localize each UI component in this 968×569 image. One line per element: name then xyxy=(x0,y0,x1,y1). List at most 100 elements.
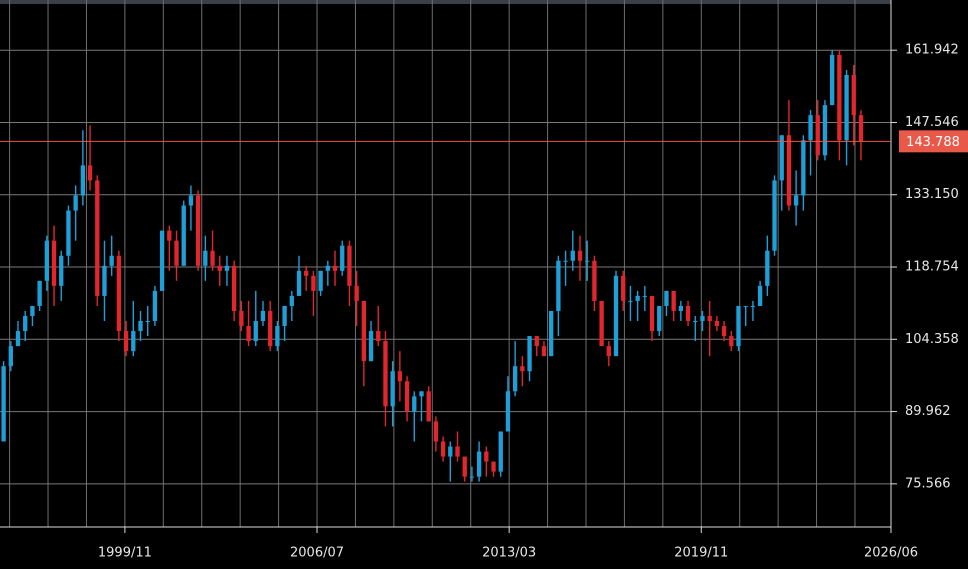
x-tick-label: 2019/11 xyxy=(674,546,728,561)
candle-body xyxy=(635,295,640,301)
candle-body xyxy=(15,331,21,347)
candle-body xyxy=(152,290,158,322)
candle-body xyxy=(527,336,532,372)
candle-body xyxy=(757,285,763,306)
candle-body xyxy=(354,285,359,301)
candle-body xyxy=(138,321,143,332)
y-tick-label: 75.566 xyxy=(905,476,951,491)
candle-body xyxy=(642,295,647,297)
candle-body xyxy=(66,210,71,256)
last-price-label: 143.788 xyxy=(906,135,960,150)
candle-body xyxy=(613,275,619,357)
candle-body xyxy=(87,165,93,181)
candle-body xyxy=(383,341,388,407)
candle-body xyxy=(440,441,446,457)
candle-body xyxy=(174,240,179,266)
candle-body xyxy=(1,366,6,442)
candle-body xyxy=(361,300,367,362)
candle-body xyxy=(304,270,309,276)
candle-body xyxy=(570,250,575,261)
candle-body xyxy=(520,366,525,372)
candle-body xyxy=(772,180,777,251)
top-bar xyxy=(0,0,891,4)
candle-body xyxy=(30,305,35,316)
candle-body xyxy=(368,331,374,362)
candle-body xyxy=(340,245,345,271)
candle-body xyxy=(412,396,417,412)
candle-body xyxy=(563,260,568,262)
candle-body xyxy=(534,336,539,347)
candle-body xyxy=(455,446,460,457)
y-tick-label: 147.546 xyxy=(905,115,959,130)
candle-body xyxy=(505,391,511,432)
candle-body xyxy=(102,265,107,296)
last-price-box xyxy=(899,130,968,153)
candle-body xyxy=(296,270,302,296)
candle-body xyxy=(181,205,186,266)
candle-body xyxy=(217,265,222,271)
candle-body xyxy=(714,321,720,327)
candle-body xyxy=(167,230,172,241)
candle-body xyxy=(664,290,669,306)
candle-body xyxy=(743,305,748,307)
x-tick-label: 2006/07 xyxy=(290,546,344,561)
candle-body xyxy=(693,321,698,323)
candle-body xyxy=(606,346,611,357)
candle-body xyxy=(224,265,230,271)
candle-body xyxy=(491,461,496,472)
candle-body xyxy=(628,300,633,302)
candle-body xyxy=(585,260,590,262)
candle-body xyxy=(649,295,655,332)
candle-body xyxy=(592,260,597,301)
candle-body xyxy=(829,54,835,106)
candle-body xyxy=(325,265,330,271)
candle-body xyxy=(793,195,799,206)
candle-body xyxy=(332,265,338,271)
candle-body xyxy=(541,346,547,357)
candle-body xyxy=(397,371,403,382)
candle-body xyxy=(116,255,122,332)
candle-body xyxy=(8,346,13,367)
candle-body xyxy=(750,305,756,307)
candle-body xyxy=(707,315,712,322)
candle-body xyxy=(188,195,194,206)
candle-body xyxy=(239,310,244,327)
y-tick-label: 118.754 xyxy=(905,260,959,275)
candle-body xyxy=(203,250,208,266)
candle-body xyxy=(721,326,727,337)
candle-body xyxy=(851,75,856,116)
candle-body xyxy=(549,310,554,357)
candle-body xyxy=(159,230,165,291)
candle-body xyxy=(376,331,381,342)
candle-body xyxy=(577,250,583,261)
candle-body xyxy=(462,456,467,477)
candle-body xyxy=(657,305,662,332)
candle-body xyxy=(815,115,820,156)
y-tick-label: 133.150 xyxy=(905,187,959,202)
candle-body xyxy=(311,275,316,291)
candle-body xyxy=(347,245,352,286)
candle-body xyxy=(59,255,64,286)
candle-body xyxy=(210,250,215,266)
candle-body xyxy=(822,105,828,156)
candle-body xyxy=(426,391,431,422)
candle-body xyxy=(231,265,237,311)
candle-body xyxy=(599,300,604,347)
candle-body xyxy=(786,135,792,206)
candle-body xyxy=(404,381,410,412)
candle-body xyxy=(282,305,287,327)
candle-body xyxy=(44,240,49,281)
candle-body xyxy=(109,255,114,266)
x-tick-label: 1999/11 xyxy=(98,546,152,561)
candle-body xyxy=(145,321,150,323)
candle-body xyxy=(685,305,691,322)
candle-body xyxy=(51,240,57,286)
candle-body xyxy=(808,115,813,141)
candle-body xyxy=(729,336,734,347)
candle-body xyxy=(80,165,86,196)
candle-body xyxy=(484,451,489,462)
candle-body xyxy=(275,326,280,347)
candle-body xyxy=(253,321,258,342)
